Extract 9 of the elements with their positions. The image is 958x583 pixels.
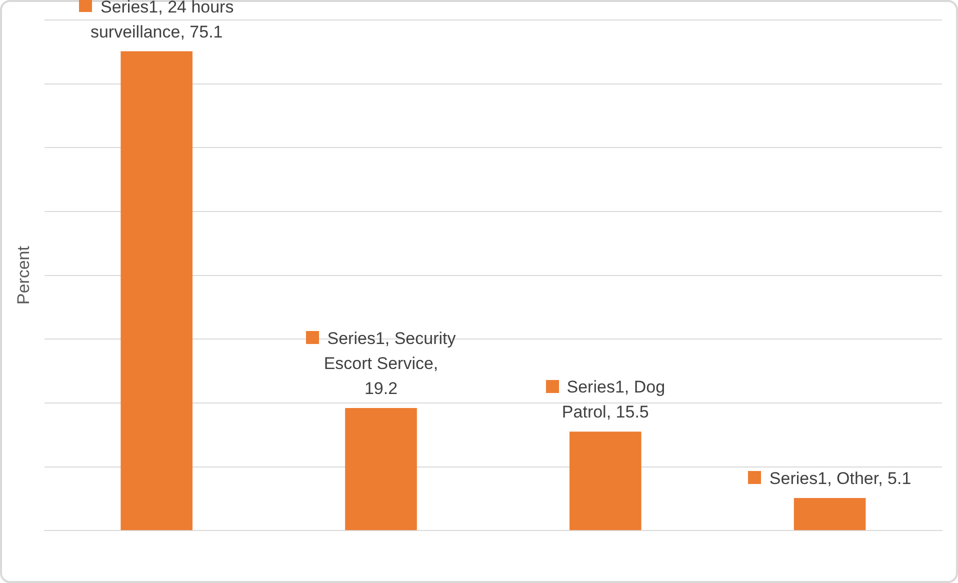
bar [569, 432, 642, 530]
data-label: Series1, Dog Patrol, 15.5 [562, 378, 666, 422]
y-axis-title: Percent [14, 246, 33, 305]
data-label: Series1, Other, 5.1 [769, 469, 912, 488]
bar [345, 408, 417, 530]
bar [794, 498, 866, 530]
data-label: Series1, Security Escort Service, 19.2 [324, 329, 456, 398]
bar [120, 51, 193, 530]
data-label: Series1, 24 hours surveillance, 75.1 [90, 0, 234, 42]
